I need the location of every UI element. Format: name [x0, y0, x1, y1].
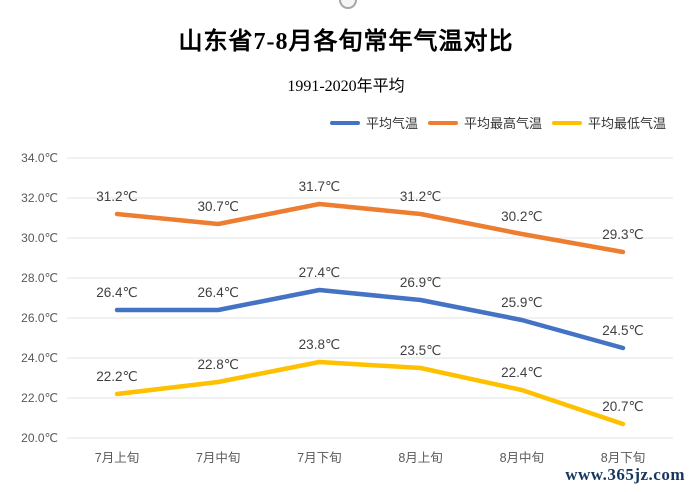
watermark: www.365jz.com [565, 465, 685, 484]
legend-line-swatch-min [551, 120, 582, 125]
data-label: 26.4℃ [197, 285, 238, 300]
data-label: 30.2℃ [501, 209, 542, 224]
y-tick-label: 34.0℃ [21, 151, 58, 165]
chart-title: 山东省7-8月各旬常年气温对比 [178, 29, 514, 55]
data-label: 20.7℃ [602, 399, 643, 414]
legend-item-avg: 平均气温 [329, 113, 418, 132]
y-tick-label: 32.0℃ [21, 191, 58, 205]
x-axis-label: 8月中旬 [500, 450, 544, 465]
legend-label-min: 平均最低气温 [587, 116, 666, 131]
x-axis-label: 7月下旬 [297, 451, 341, 465]
y-tick-label: 30.0℃ [21, 231, 58, 245]
x-axis-label: 7月中旬 [196, 450, 240, 465]
data-label: 22.4℃ [501, 365, 542, 380]
data-label: 30.7℃ [197, 199, 238, 214]
y-tick-label: 20.0℃ [21, 431, 58, 445]
y-tick-label: 26.0℃ [21, 311, 58, 325]
data-label: 24.5℃ [602, 323, 643, 338]
x-axis-label: 8月下旬 [601, 451, 645, 465]
legend-label-max: 平均最高气温 [463, 116, 542, 131]
x-axis-label: 8月上旬 [398, 451, 442, 465]
data-label: 22.8℃ [197, 357, 238, 372]
data-label: 27.4℃ [299, 265, 340, 280]
y-tick-label: 28.0℃ [21, 271, 58, 285]
data-label: 29.3℃ [602, 227, 643, 242]
x-axis-label: 7月上旬 [95, 451, 139, 465]
y-tick-label: 24.0℃ [21, 351, 58, 365]
legend-item-max: 平均最高气温 [427, 113, 542, 132]
data-label: 23.5℃ [400, 343, 441, 358]
data-label: 25.9℃ [501, 295, 542, 310]
data-label: 31.2℃ [96, 189, 137, 204]
data-label: 26.4℃ [96, 285, 137, 300]
legend-item-min: 平均最低气温 [551, 113, 666, 132]
series-line-0 [114, 287, 626, 351]
data-label: 31.2℃ [400, 189, 441, 204]
legend-line-swatch-max [427, 120, 458, 125]
data-label: 23.8℃ [299, 337, 340, 352]
data-label: 26.9℃ [400, 275, 441, 290]
series-line-1 [114, 201, 626, 255]
chart-subtitle: 1991-2020年平均 [287, 78, 405, 95]
series-line-2 [114, 359, 626, 427]
chart-legend: 平均气温 平均最高气温 平均最低气温 [329, 113, 666, 132]
data-label: 22.2℃ [96, 369, 137, 384]
legend-label-avg: 平均气温 [365, 116, 418, 131]
data-label: 31.7℃ [299, 179, 340, 194]
y-tick-label: 22.0℃ [21, 391, 58, 405]
legend-line-swatch-avg [329, 120, 360, 125]
